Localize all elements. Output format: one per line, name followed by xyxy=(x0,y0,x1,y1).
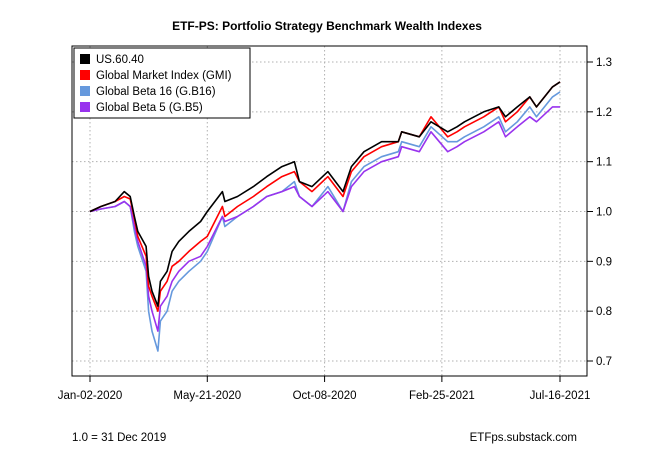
series-line-1 xyxy=(89,81,561,308)
y-tick-label: 1.3 xyxy=(596,57,612,69)
legend-swatch xyxy=(80,102,90,112)
series-line-4 xyxy=(89,106,560,332)
x-tick-label: Jul-16-2021 xyxy=(530,390,591,402)
legend-label: Global Beta 5 (G.B5) xyxy=(96,102,203,114)
y-tick-label: 1.2 xyxy=(596,107,612,119)
legend-label: Global Market Index (GMI) xyxy=(96,70,232,82)
series-layer xyxy=(89,81,561,352)
y-tick-label: 1.1 xyxy=(596,157,612,169)
x-axis: Jan-02-2020 May-21-2020 Oct-08-2020 Feb-25-… xyxy=(58,375,591,402)
x-tick-label: Jan-02-2020 xyxy=(58,390,123,402)
y-tick-label: 1.0 xyxy=(596,207,612,219)
series-line-2 xyxy=(89,81,561,313)
x-tick-label: Feb-25-2021 xyxy=(409,390,475,402)
y-tick-label: 0.8 xyxy=(596,306,612,318)
legend-swatch xyxy=(80,70,90,80)
legend-swatch xyxy=(80,86,90,96)
footer-baseline-note: 1.0 = 31 Dec 2019 xyxy=(72,432,166,444)
legend-swatch xyxy=(80,54,90,64)
legend-label: US.60.40 xyxy=(96,54,144,66)
y-tick-label: 0.7 xyxy=(596,356,612,368)
x-tick-label: Oct-08-2020 xyxy=(293,390,357,402)
x-tick-label: May-21-2020 xyxy=(173,390,241,402)
y-axis: 0.7 0.8 0.9 1.0 1.1 1.2 1.3 xyxy=(586,57,612,368)
y-tick-label: 0.9 xyxy=(596,256,612,268)
footer-source: ETFps.substack.com xyxy=(470,432,577,444)
legend-label: Global Beta 16 (G.B16) xyxy=(96,86,216,98)
legend: US.60.40 Global Market Index (GMI) Global … xyxy=(73,47,251,119)
chart-title: ETF-PS: Portfolio Strategy Benchmark Wea… xyxy=(172,19,482,33)
legend-box xyxy=(73,47,251,119)
